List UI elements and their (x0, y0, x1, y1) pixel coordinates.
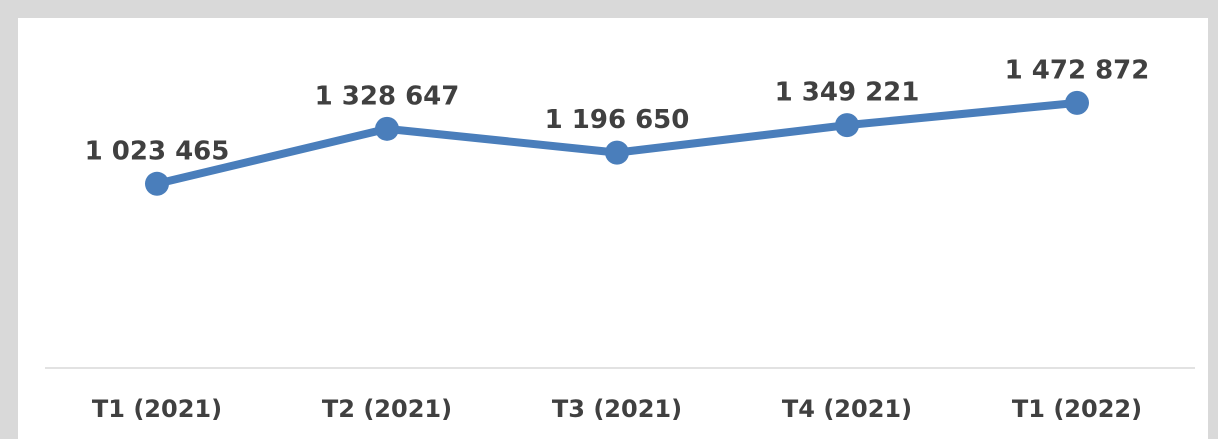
x-tick-label: T1 (2021) (92, 395, 222, 423)
point (145, 171, 169, 196)
x-tick-label: T1 (2022) (1012, 395, 1142, 423)
point (375, 116, 399, 141)
data-label: 1 328 647 (315, 81, 460, 111)
point (835, 113, 859, 138)
point (605, 140, 629, 165)
x-tick-label: T3 (2021) (552, 395, 682, 423)
x-tick-label: T4 (2021) (782, 395, 912, 423)
x-tick-label: T2 (2021) (322, 395, 452, 423)
point (1065, 90, 1089, 115)
data-label: 1 349 221 (775, 78, 920, 108)
data-label: 1 472 872 (1005, 55, 1150, 85)
data-label: 1 023 465 (85, 136, 230, 166)
data-label: 1 196 650 (545, 105, 690, 135)
plot-background (18, 18, 1208, 439)
